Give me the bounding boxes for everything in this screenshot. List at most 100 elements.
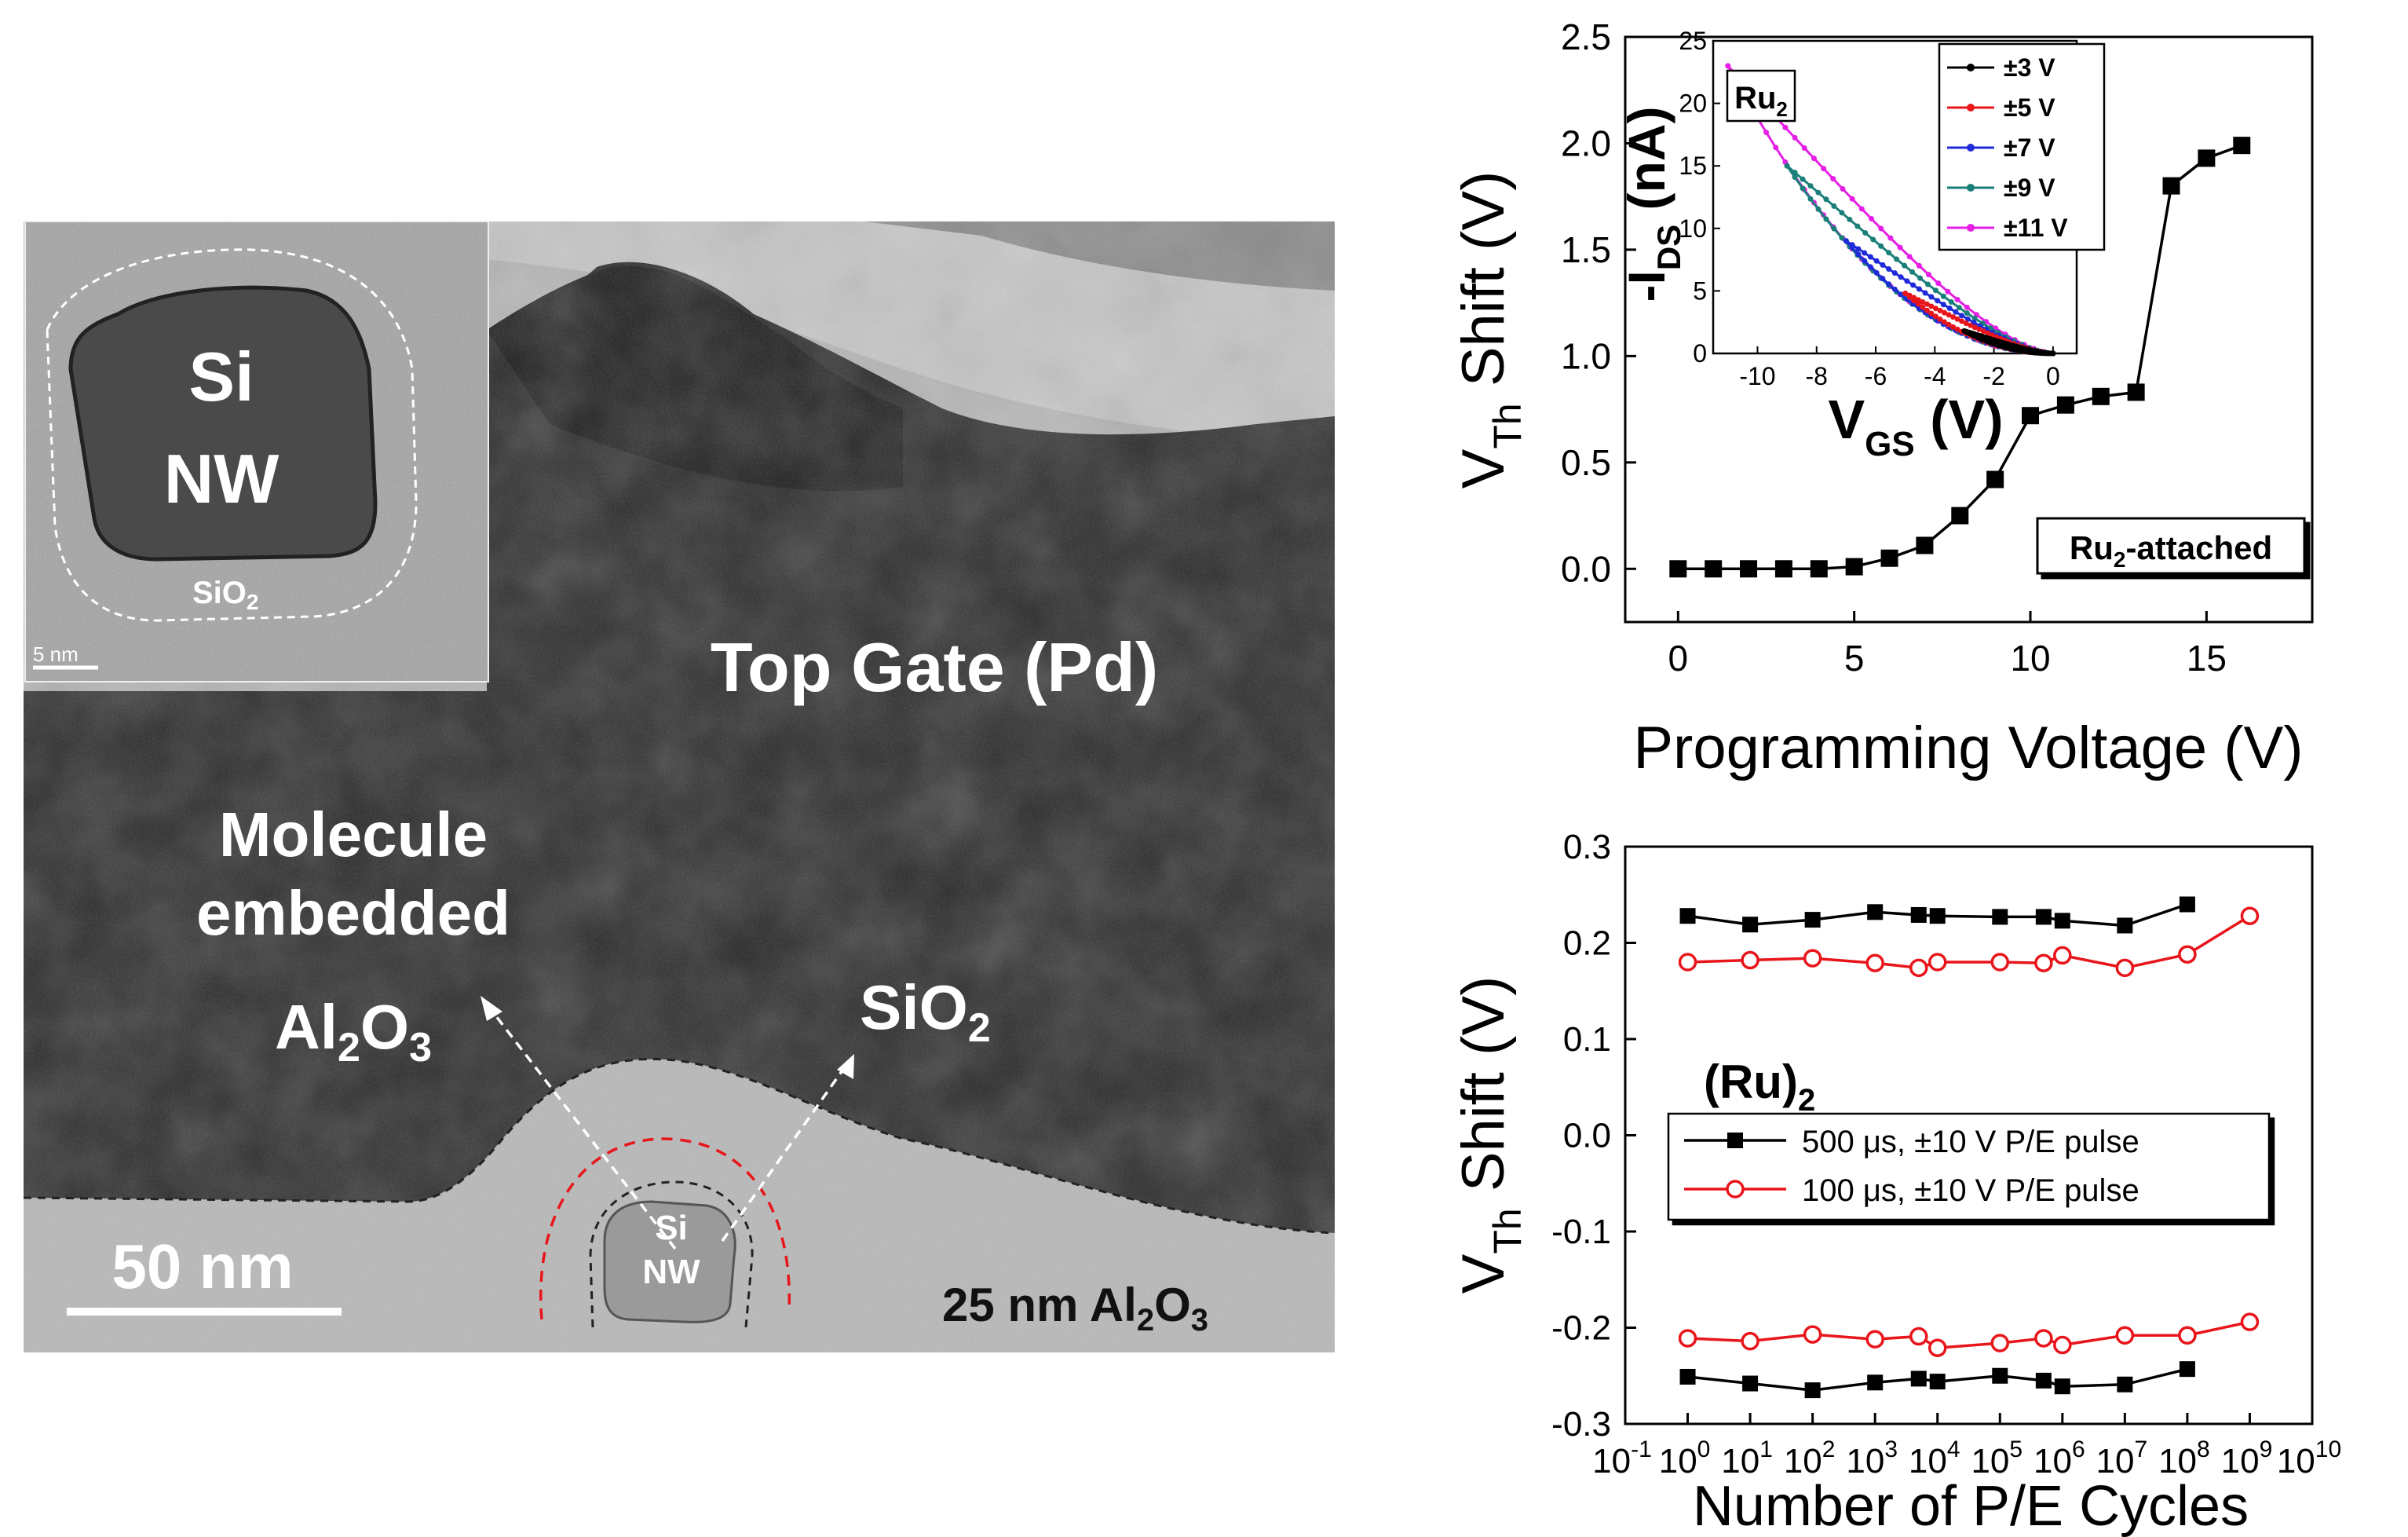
chart2-data-point — [1792, 134, 1798, 141]
chart1-data-point — [1774, 560, 1792, 578]
chart2-data-point — [1894, 256, 1900, 262]
chart2-legend-label: ±7 V — [2004, 134, 2055, 162]
chart3-data-point — [2053, 946, 2072, 965]
chart3-data-point — [1679, 908, 1696, 924]
chart3-data-point — [2179, 1361, 2195, 1378]
chart3-x-tick-label: 105 — [1971, 1436, 2023, 1480]
chart1-y-tick-label: 1.5 — [1561, 229, 1611, 270]
chart2-data-point — [1855, 246, 1862, 252]
chart2-data-point — [1937, 316, 1943, 322]
chart2-data-point — [1898, 291, 1904, 298]
chart2-data-point — [1839, 210, 1845, 216]
chart3-data-point — [1910, 906, 1927, 923]
chart3-series-line — [1687, 1320, 2250, 1350]
chart2-data-point — [1964, 304, 1970, 310]
chart2-data-point — [1948, 299, 1954, 306]
chart3-data-point — [1804, 1382, 1821, 1399]
chart1-y-tick-label: 2.0 — [1561, 123, 1611, 163]
chart2-data-point — [1968, 322, 1974, 328]
inset-scale-label: 5 nm — [33, 642, 79, 666]
chart1-y-tick-label: 2.5 — [1561, 16, 1611, 57]
chart2-data-point — [1928, 310, 1935, 317]
chart2-data-point — [1985, 330, 1991, 336]
chart3-data-point — [2053, 1335, 2072, 1355]
chart2-data-point — [1792, 170, 1798, 176]
chart2-x-tick-label: -2 — [1982, 362, 2004, 390]
chart3-data-point — [2115, 958, 2135, 978]
chart2-data-point — [1941, 319, 1947, 325]
chart3-data-point — [1803, 1325, 1822, 1344]
chart1-data-point — [2092, 387, 2110, 405]
chart3-legend-label: 100 μs, ±10 V P/E pulse — [1802, 1173, 2139, 1208]
chart2-data-point — [1862, 258, 1868, 264]
chart3-data-point — [1990, 953, 2010, 972]
chart1-x-tick-label: 15 — [2187, 638, 2227, 679]
chart2-data-point — [1862, 229, 1869, 236]
chart3-y-tick-label: 0.0 — [1563, 1117, 1611, 1155]
chart2-data-point — [1950, 324, 1957, 330]
chart3-data-point — [1909, 958, 1928, 978]
molecule-line-2: embedded — [196, 878, 510, 948]
chart2-data-point — [1935, 280, 1942, 287]
chart2-data-point — [1954, 316, 1960, 322]
chart2-x-tick-label: -4 — [1924, 362, 1946, 390]
chart2-data-point — [1902, 291, 1909, 297]
chart3-data-point — [1742, 1375, 1759, 1392]
chart2-data-point — [1855, 251, 1862, 258]
chart3-y-axis-label: VTh Shift (V) — [1450, 976, 1529, 1294]
chart2-data-point — [1946, 306, 1953, 312]
chart3-data-point — [2035, 1372, 2052, 1389]
chart2-data-point — [1849, 242, 1855, 248]
chart2-x-tick-label: 0 — [2046, 362, 2060, 390]
chart3-x-tick-label: 102 — [1784, 1436, 1836, 1480]
chart2-data-point — [1792, 174, 1798, 181]
chart3-data-point — [2179, 896, 2195, 913]
chart2-data-point — [1867, 254, 1873, 260]
chart2-data-point — [1807, 183, 1814, 189]
chart2-data-point — [1953, 309, 1959, 315]
chart1-y-axis-label: VTh Shift (V) — [1450, 171, 1529, 489]
inset-si-label: Si — [188, 338, 254, 415]
chart1-x-tick-label: 0 — [1668, 638, 1689, 679]
chart2-data-point — [1840, 185, 1846, 192]
chart2-x-axis-label: VGS (V) — [1828, 389, 2003, 463]
chart2-legend-marker — [1967, 104, 1975, 112]
chart2-data-point — [1911, 295, 1917, 301]
chart2-data-point — [1849, 196, 1855, 202]
chart1-data-point — [1810, 560, 1828, 578]
chart3-data-point — [2240, 906, 2260, 925]
chart2-data-point — [1956, 305, 1962, 311]
svg-text:Ru2-attached: Ru2-attached — [2070, 529, 2272, 572]
chart1-x-axis-label: Programming Voltage (V) — [1633, 715, 2303, 781]
hrtem-inset: Si NW SiO2 5 nm — [25, 221, 488, 682]
molecule-label: Molecule embedded Al2O3 — [196, 800, 510, 1070]
chart3-y-tick-label: -0.2 — [1551, 1309, 1611, 1348]
chart1-data-point — [1916, 536, 1934, 554]
chart3-data-point — [1741, 1331, 1759, 1351]
chart2-legend-marker — [1967, 184, 1975, 192]
chart1-data-point — [2056, 396, 2074, 414]
chart2-data-point — [1880, 262, 1886, 268]
chart3-y-tick-label: -0.3 — [1551, 1405, 1611, 1444]
chart2-data-point — [1886, 281, 1892, 287]
chart2-data-point — [1961, 328, 1968, 334]
chart1-data-point — [2162, 177, 2180, 195]
chart2-data-point — [1922, 290, 1928, 296]
chart2-data-point — [1906, 292, 1913, 298]
chart3-data-point — [2035, 909, 2052, 925]
chart2-data-point — [1976, 326, 1982, 332]
chart2-data-point — [1839, 235, 1845, 241]
chart2-legend-label: ±3 V — [2004, 53, 2055, 82]
chart2-data-point — [1915, 301, 1921, 307]
chart2-legend-marker — [1967, 64, 1975, 71]
chart2-data-point — [1800, 185, 1806, 192]
chart2-data-point — [1971, 315, 1978, 321]
chart3-legend-marker — [1726, 1180, 1745, 1198]
chart2-data-point — [1963, 320, 1969, 327]
chart3-data-point — [1865, 1330, 1884, 1349]
chart2-data-point — [1897, 244, 1903, 251]
chart2-y-tick-label: 5 — [1693, 276, 1707, 305]
chart2-data-point — [1932, 313, 1938, 320]
chart2-data-point — [1964, 316, 1971, 322]
chart2-data-point — [1887, 235, 1894, 241]
